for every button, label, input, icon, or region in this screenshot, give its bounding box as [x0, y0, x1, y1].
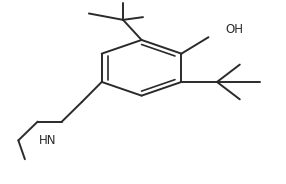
Text: HN: HN	[39, 134, 56, 147]
Text: OH: OH	[226, 23, 244, 36]
